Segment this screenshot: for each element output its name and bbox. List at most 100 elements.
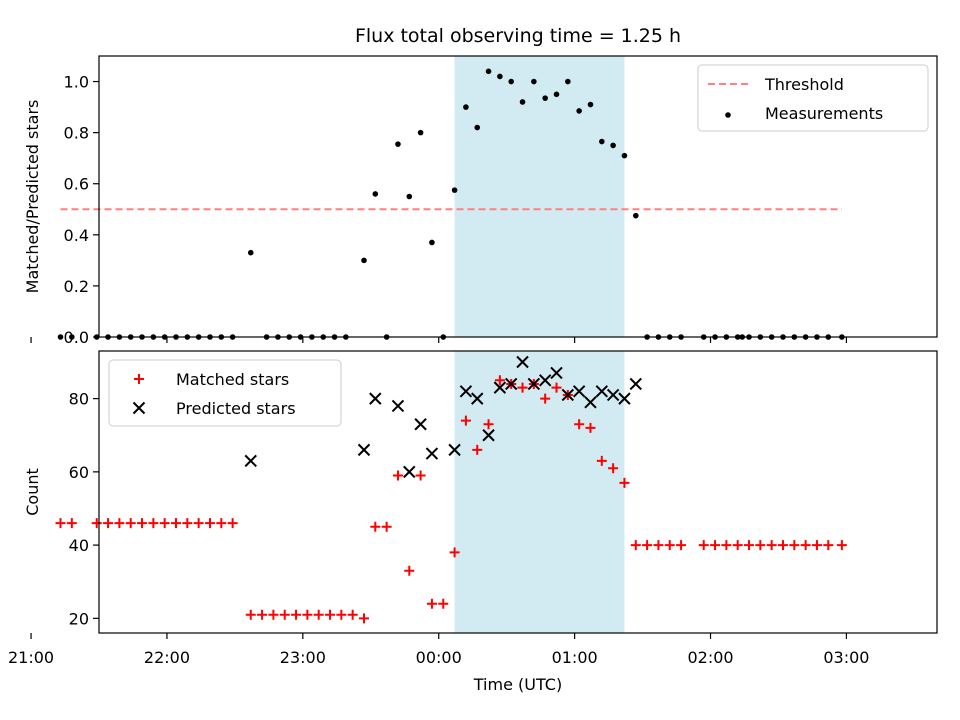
measurement-point [406, 193, 413, 200]
matched-star-marker [449, 547, 460, 558]
legend-matched-swatch [134, 374, 144, 384]
measurement-point [451, 187, 458, 193]
y-tick-label: 0.2 [64, 277, 89, 296]
matched-star-marker [193, 518, 204, 529]
measurement-point [576, 108, 582, 114]
y-tick-label: 80 [69, 390, 89, 409]
measurement-point [69, 334, 75, 340]
matched-star-marker [517, 382, 528, 393]
measurement-point [599, 138, 605, 145]
measurement-point [519, 99, 526, 105]
matched-star-marker [381, 521, 392, 532]
matched-star-marker [483, 419, 494, 430]
bottom-panel: 20 40 60 80 21:00 22:00 23:00 00:00 01:00 02:00 03… [8, 350, 938, 667]
measurement-point [621, 152, 628, 159]
matched-star-marker [823, 540, 834, 551]
matched-star-marker [460, 415, 471, 426]
matched-star-marker [721, 540, 732, 551]
legend: Matched stars Predicted stars [108, 359, 342, 427]
predicted-star-marker [516, 355, 529, 369]
y-tick-label: 20 [69, 609, 89, 628]
matched-star-marker [494, 375, 505, 386]
x-axis-label: Time (UTC) [473, 675, 562, 694]
observing-window-band [454, 56, 625, 337]
predicted-star-marker [550, 366, 563, 380]
measurement-point [247, 249, 254, 256]
matched-star-marker [585, 422, 596, 433]
matched-star-marker [755, 540, 766, 551]
measurement-point [565, 78, 571, 85]
legend: Threshold Measurements [697, 64, 929, 132]
matched-star-marker [347, 609, 358, 620]
matched-star-marker [710, 540, 721, 551]
matched-star-marker [608, 463, 619, 474]
measurement-point [531, 78, 537, 85]
legend-label: Matched stars [176, 370, 289, 389]
y-tick-label: 60 [69, 463, 89, 482]
matched-star-marker [404, 565, 415, 576]
matched-star-marker [642, 540, 653, 551]
matched-star-marker [619, 477, 630, 488]
measurement-point [474, 124, 481, 131]
matched-star-marker [279, 609, 290, 620]
predicted-star-marker [414, 418, 427, 431]
y-tick-label: 0.4 [64, 226, 89, 245]
predicted-star-marker [391, 399, 405, 413]
matched-star-marker [204, 518, 215, 529]
matched-star-marker [426, 598, 437, 609]
predicted-star-marker [459, 385, 473, 398]
y-axis-label: Count [23, 468, 42, 516]
predicted-star-marker [527, 377, 541, 391]
measurement-point [542, 95, 548, 101]
predicted-star-marker [561, 388, 575, 402]
legend-label: Predicted stars [176, 399, 296, 418]
matched-star-marker [125, 518, 136, 529]
matched-star-marker [137, 518, 148, 529]
predicted-star-marker [606, 388, 620, 402]
measurement-point [508, 78, 515, 85]
measurement-point [610, 142, 616, 149]
matched-star-marker [540, 393, 551, 404]
plot-frame [98, 55, 938, 338]
measurement-point [485, 68, 492, 75]
measurement-point [417, 129, 424, 136]
x-tick-label: 22:00 [144, 648, 190, 667]
matched-star-marker [257, 609, 268, 620]
predicted-star-marker [629, 377, 642, 391]
matched-star-marker [216, 518, 227, 529]
matched-star-marker [103, 518, 114, 529]
y-tick-label: 0.6 [64, 175, 89, 194]
series-matched-stars [55, 375, 847, 624]
matched-star-marker [55, 518, 66, 529]
matched-star-marker [596, 455, 607, 466]
matched-star-marker [159, 518, 170, 529]
matched-star-marker [574, 419, 585, 430]
predicted-star-marker [244, 454, 257, 468]
matched-star-marker [744, 540, 755, 551]
predicted-star-marker [425, 447, 439, 460]
x-tick-label: 03:00 [823, 648, 869, 667]
matched-star-marker [392, 470, 403, 481]
matched-star-marker [291, 609, 302, 620]
measurement-point [497, 73, 503, 80]
plot-frame [98, 350, 938, 634]
matched-star-marker [268, 609, 279, 620]
matched-star-marker [313, 609, 324, 620]
predicted-star-marker [595, 385, 609, 398]
series-predicted-stars [244, 355, 642, 479]
predicted-star-marker [403, 465, 416, 479]
matched-star-marker [551, 382, 562, 393]
predicted-star-marker [448, 443, 461, 457]
x-tick-label: 21:00 [8, 648, 54, 667]
matched-star-marker [789, 540, 800, 551]
measurement-point [429, 239, 435, 246]
x-tick-label: 00:00 [416, 648, 462, 667]
matched-star-marker [66, 518, 77, 529]
matched-star-marker [836, 540, 847, 551]
measurement-point [395, 141, 401, 147]
x-tick-label: 23:00 [280, 648, 326, 667]
matched-star-marker [91, 518, 102, 529]
matched-star-marker [472, 444, 483, 455]
x-tick-label: 02:00 [687, 648, 733, 667]
matched-star-marker [171, 518, 182, 529]
